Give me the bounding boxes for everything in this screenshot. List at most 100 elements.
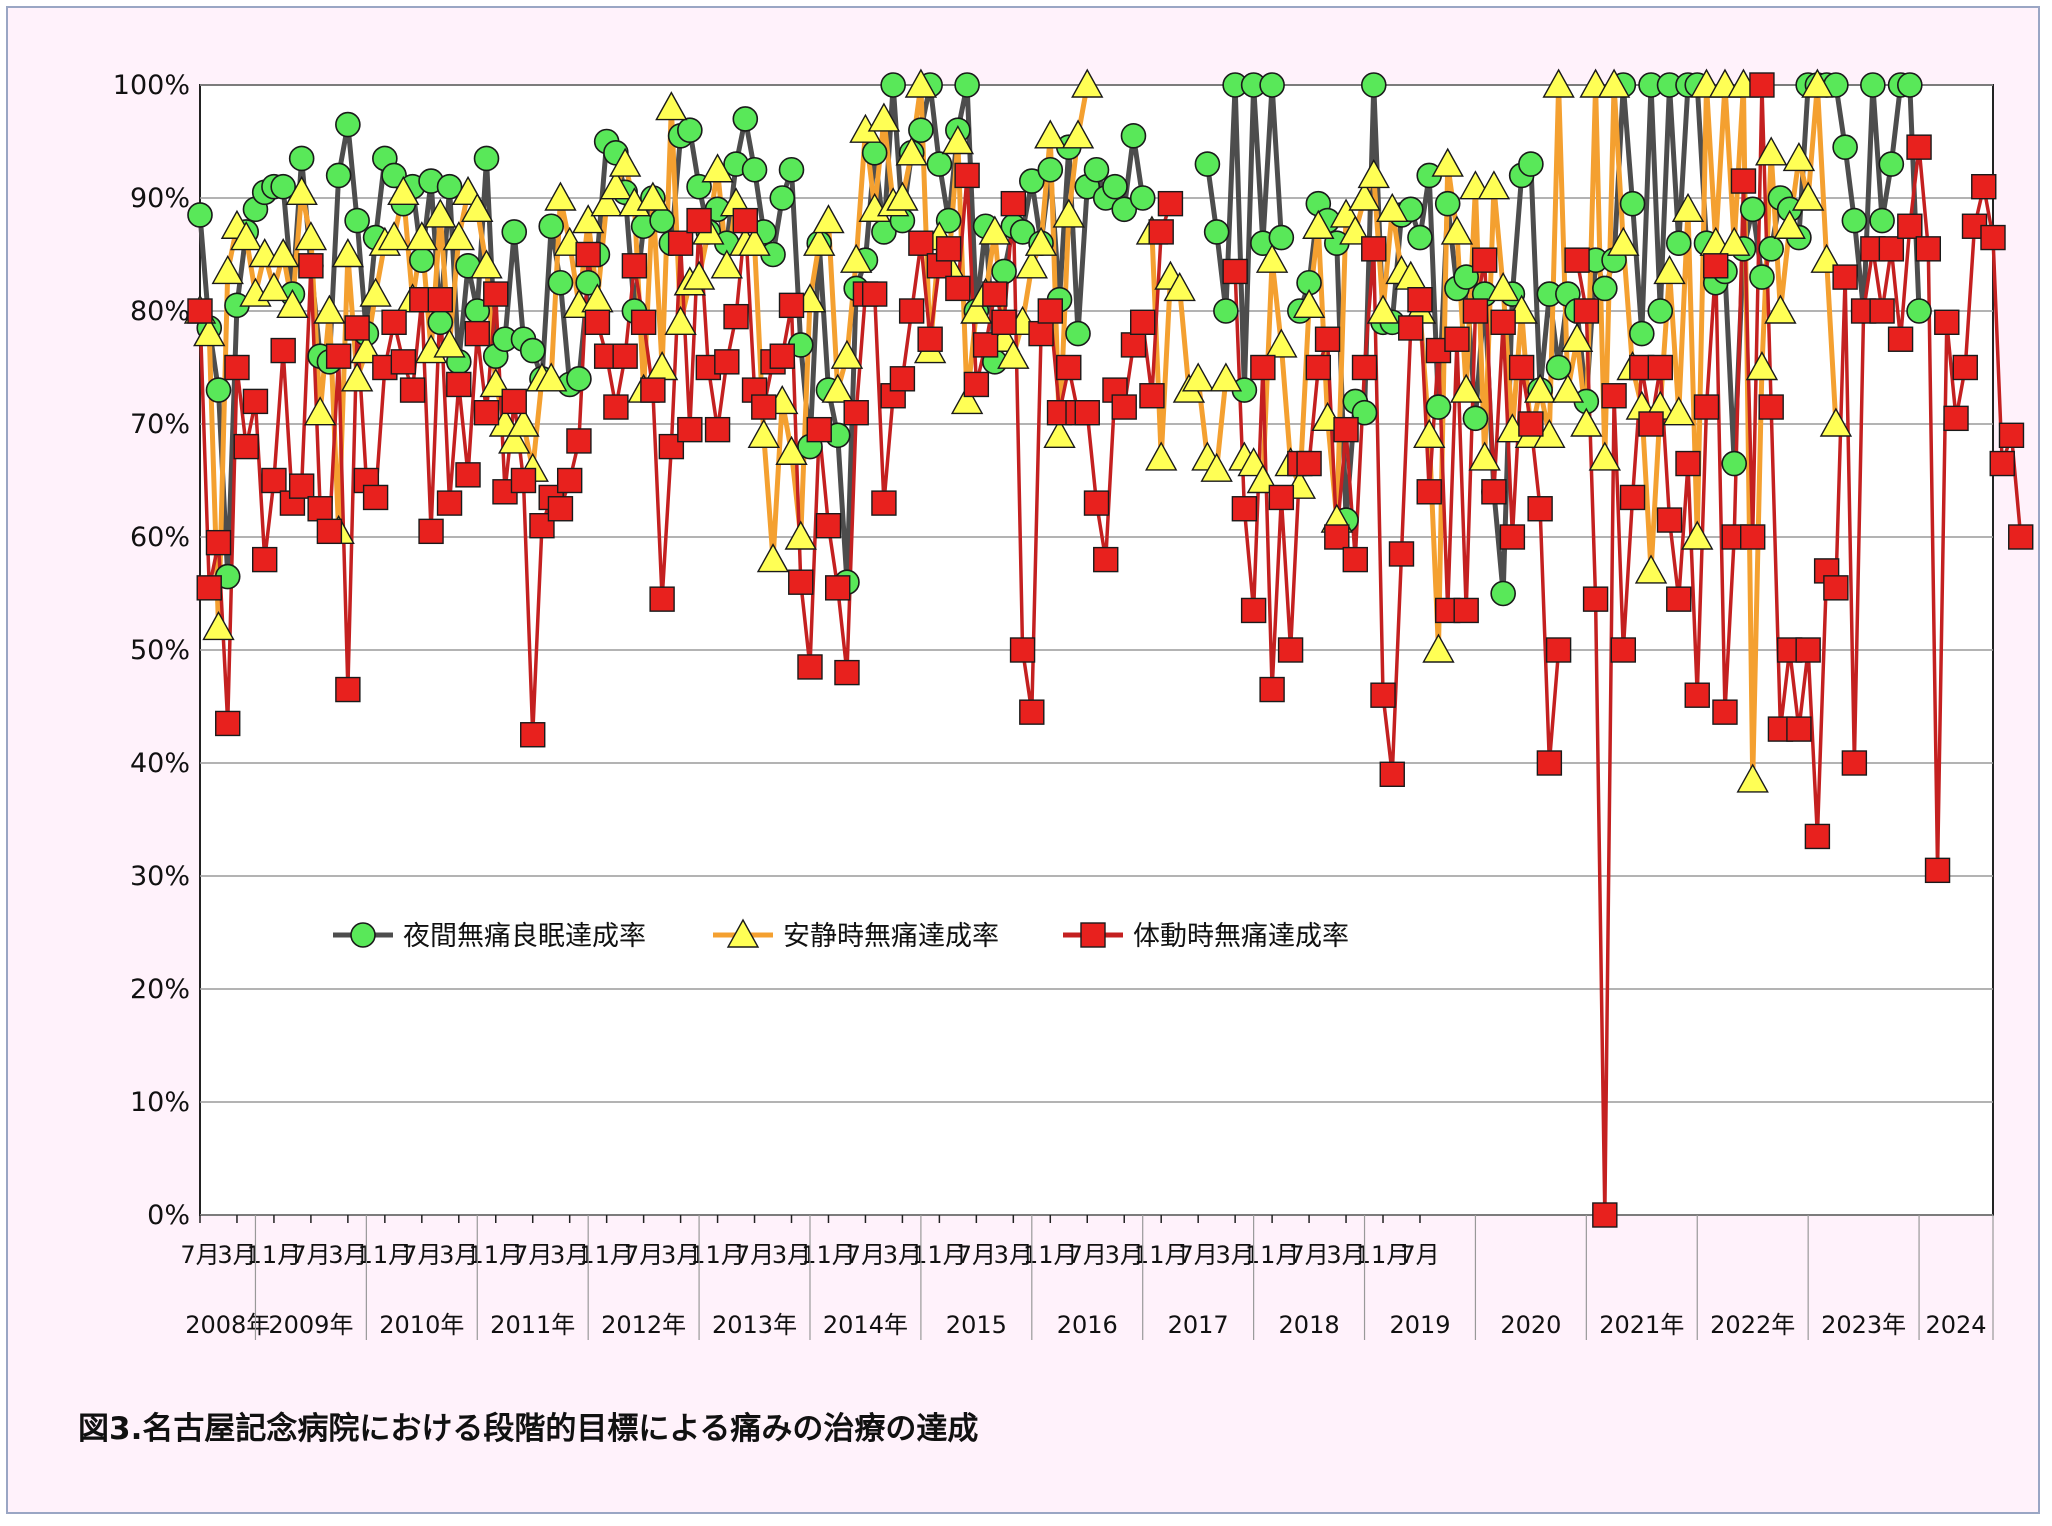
- data-point-square: [1693, 394, 1720, 420]
- data-point-square: [732, 207, 758, 234]
- data-point-square: [1444, 326, 1470, 352]
- data-point-triangle: [710, 249, 743, 279]
- data-point-triangle: [599, 170, 633, 200]
- data-point-triangle: [1671, 192, 1705, 223]
- data-point-square: [1157, 190, 1184, 217]
- data-point-square: [1120, 332, 1147, 358]
- data-point-square: [1462, 298, 1489, 324]
- data-point-square: [1804, 823, 1831, 850]
- data-point-square: [1740, 524, 1766, 550]
- data-point-square: [1009, 637, 1036, 663]
- x-year-label: 2017: [1168, 1311, 1229, 1339]
- data-point-square: [1518, 411, 1544, 437]
- x-tick-label: 7月: [180, 1241, 219, 1269]
- x-tick-label: 7月: [1400, 1241, 1439, 1269]
- data-point-square: [1638, 411, 1664, 437]
- data-point-triangle: [1570, 407, 1603, 437]
- data-point-square: [1490, 309, 1516, 335]
- data-point-triangle: [331, 238, 365, 268]
- data-point-square: [1508, 354, 1535, 381]
- data-point-triangle: [1653, 255, 1686, 285]
- data-point-triangle: [636, 181, 670, 211]
- data-point-triangle: [1209, 362, 1243, 392]
- data-point-square: [1416, 479, 1442, 505]
- data-point-circle: [1878, 151, 1905, 177]
- data-point-circle: [1592, 275, 1618, 302]
- data-point-square: [769, 343, 795, 369]
- x-year-label: 2016: [1057, 1311, 1118, 1339]
- data-point-square: [1324, 524, 1350, 550]
- data-point-square: [908, 230, 934, 256]
- data-point-triangle: [747, 418, 780, 448]
- data-point-square: [1080, 922, 1106, 948]
- data-point-triangle: [405, 221, 439, 251]
- data-point-circle: [436, 173, 463, 200]
- data-point-triangle: [461, 192, 494, 223]
- data-point-circle: [1897, 72, 1923, 98]
- data-point-circle: [538, 213, 565, 240]
- data-point-square: [1000, 190, 1027, 217]
- data-point-circle: [1434, 190, 1461, 217]
- data-point-square: [1564, 247, 1590, 273]
- data-point-triangle: [1292, 288, 1326, 319]
- y-tick-label: 50%: [130, 635, 190, 666]
- data-point-square: [1887, 326, 1914, 352]
- data-point-triangle: [726, 918, 760, 948]
- x-tick-label: 3月: [883, 1241, 922, 1269]
- data-point-square: [501, 388, 527, 415]
- x-year-label: 2018: [1279, 1311, 1340, 1339]
- data-point-square: [1878, 236, 1905, 262]
- data-point-circle: [1203, 219, 1230, 245]
- data-point-square: [1093, 546, 1119, 573]
- legend: 夜間無痛良眠達成率 安静時無痛達成率 体動時無痛達成率: [333, 918, 1349, 952]
- y-tick-label: 60%: [130, 522, 190, 553]
- data-point-circle: [1083, 156, 1110, 183]
- data-point-triangle: [1071, 68, 1104, 98]
- data-point-triangle: [1255, 243, 1289, 273]
- data-point-square: [1037, 298, 1063, 324]
- data-point-circle: [1360, 72, 1387, 98]
- data-point-triangle: [1718, 226, 1751, 256]
- data-point-square: [640, 377, 666, 403]
- data-point-square: [1943, 405, 1969, 432]
- data-point-circle: [335, 111, 361, 138]
- data-point-triangle: [498, 424, 531, 454]
- x-tick-label: 7月: [1289, 1241, 1328, 1269]
- data-point-triangle: [886, 181, 919, 211]
- data-point-square: [1231, 496, 1258, 522]
- data-point-square: [1582, 586, 1609, 612]
- x-tick-label: 3月: [550, 1241, 589, 1269]
- data-point-square: [649, 586, 675, 612]
- data-point-square: [1351, 354, 1378, 381]
- data-point-circle: [1259, 72, 1285, 98]
- data-point-square: [1019, 699, 1045, 725]
- data-point-square: [1675, 450, 1701, 477]
- data-point-circle: [1518, 151, 1544, 177]
- data-point-triangle: [1422, 633, 1455, 663]
- x-tick-label: 7月: [735, 1241, 774, 1269]
- figure-caption: 図3.名古屋記念病院における段階的目標による痛みの治療の達成: [78, 1411, 979, 1447]
- y-tick-label: 40%: [130, 748, 190, 779]
- data-point-square: [1619, 484, 1646, 511]
- data-point-circle: [1749, 264, 1775, 290]
- data-point-triangle: [1607, 226, 1640, 256]
- data-point-triangle: [950, 384, 984, 415]
- y-tick-label: 80%: [130, 296, 190, 327]
- data-point-triangle: [1551, 373, 1585, 403]
- data-point-square: [575, 241, 601, 268]
- x-year-label: 2015: [946, 1311, 1007, 1339]
- data-point-square: [1305, 354, 1332, 381]
- x-tick-label: 3月: [661, 1241, 700, 1269]
- data-point-triangle: [387, 175, 420, 206]
- data-point-circle: [1425, 394, 1452, 420]
- data-point-square: [1934, 309, 1960, 335]
- x-tick-label: 3月: [1105, 1241, 1144, 1269]
- data-point-triangle: [895, 136, 928, 166]
- data-point-square: [307, 496, 333, 522]
- data-point-circle: [1407, 224, 1433, 251]
- data-point-square: [788, 569, 814, 595]
- x-tick-label: 3月: [439, 1241, 478, 1269]
- x-year-label: 2022年: [1710, 1311, 1795, 1339]
- data-point-circle: [778, 156, 805, 183]
- series-markers-3: [187, 72, 2034, 1228]
